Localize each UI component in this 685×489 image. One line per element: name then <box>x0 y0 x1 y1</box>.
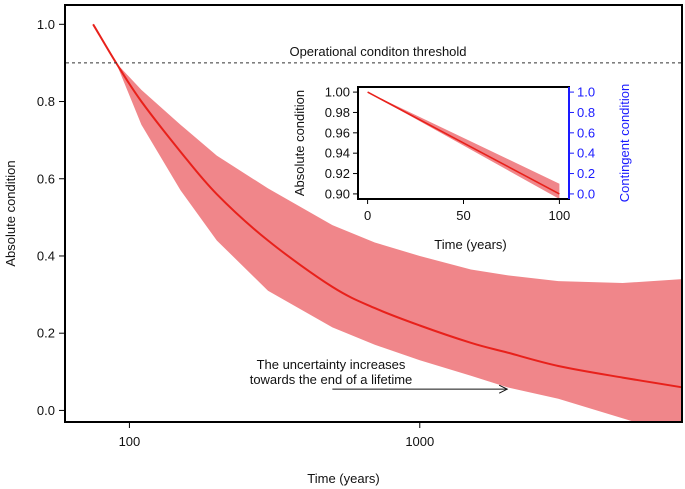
y-axis-label: Absolute condition <box>3 160 18 266</box>
threshold-label: Operational conditon threshold <box>289 44 466 59</box>
inset-y-tick-label: 0.94 <box>325 146 350 161</box>
annotation-line-2: towards the end of a lifetime <box>250 372 413 387</box>
inset-y-axis: 0.90 0.92 0.94 0.96 0.98 1.00 <box>325 85 358 201</box>
y-tick-label: 0.8 <box>37 94 55 109</box>
inset-y2-axis: 0.0 0.2 0.4 0.6 0.8 1.0 <box>568 85 595 201</box>
inset-y-tick-label: 1.00 <box>325 85 350 100</box>
annotation-line-1: The uncertainty increases <box>257 357 406 372</box>
y-tick-label: 0.2 <box>37 326 55 341</box>
inset-x-tick-label: 100 <box>549 208 571 223</box>
main-plot-frame <box>64 4 683 423</box>
inset-x-tick-label: 50 <box>456 208 470 223</box>
inset-plot: 0 50 100 0.900.920.940.960.981.00 0.00.20.… <box>292 84 632 252</box>
inset-y-tick-label: 0.90 <box>325 186 350 201</box>
uncertainty-band <box>116 62 683 423</box>
y-axis: 0.0 0.2 0.4 0.6 0.8 1.0 <box>37 17 65 418</box>
inset-condition-line <box>367 91 560 195</box>
inset-x-axis: 0 50 100 <box>364 199 570 223</box>
inset-x-tick-label: 0 <box>364 208 371 223</box>
x-tick-label: 100 <box>119 434 141 449</box>
main-plot: Operational conditon threshold The uncer… <box>3 4 683 486</box>
inset-uncertainty-band <box>367 92 560 199</box>
inset-y-axis-label: Absolute condition <box>292 90 307 196</box>
inset-x-axis-label: Time (years) <box>434 237 506 252</box>
inset-y2-tick-label: 0.0 <box>577 186 595 201</box>
inset-y2-tick-label: 1.0 <box>577 85 595 100</box>
inset-y2-tick-label: 0.4 <box>577 146 595 161</box>
y-tick-label: 0.4 <box>37 248 55 263</box>
y-tick-label: 1.0 <box>37 17 55 32</box>
inset-y-tick-label: 0.98 <box>325 105 350 120</box>
inset-y-tick-label: 0.96 <box>325 125 350 140</box>
inset-y2-axis-label: Contingent condition <box>617 84 632 203</box>
y-tick-label: 0.0 <box>37 403 55 418</box>
x-axis: 100 1000 <box>119 422 434 449</box>
condition-curve <box>92 23 683 389</box>
y-tick-label: 0.6 <box>37 171 55 186</box>
inset-y2-tick-label: 0.8 <box>577 105 595 120</box>
x-tick-label: 1000 <box>405 434 434 449</box>
inset-y2-tick-label: 0.6 <box>577 125 595 140</box>
annotation-arrowhead <box>498 384 509 394</box>
x-axis-label: Time (years) <box>307 471 379 486</box>
inset-y2-tick-label: 0.2 <box>577 166 595 181</box>
inset-y-tick-label: 0.92 <box>325 166 350 181</box>
